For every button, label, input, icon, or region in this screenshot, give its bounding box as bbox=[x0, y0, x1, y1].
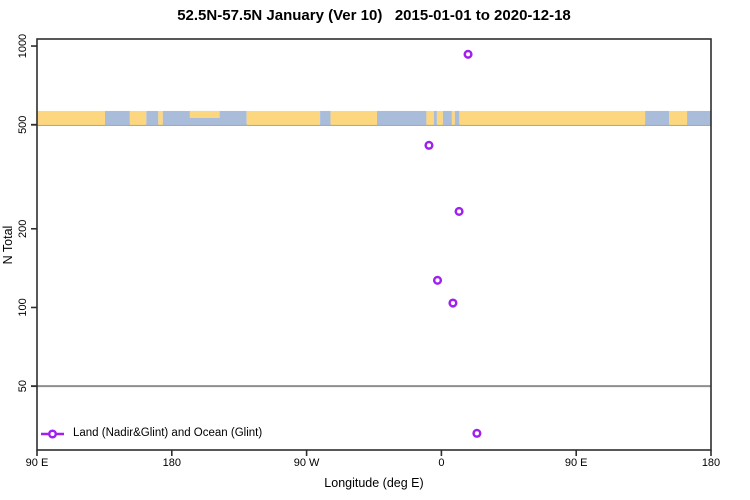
map-band-segment bbox=[104, 110, 130, 125]
map-band-segment bbox=[687, 110, 711, 125]
y-tick-label: 50 bbox=[17, 380, 29, 392]
map-band-segment bbox=[320, 110, 331, 125]
y-tick-label: 1000 bbox=[17, 34, 29, 58]
map-band-segment bbox=[129, 110, 147, 125]
x-tick-label: 90 E bbox=[26, 457, 49, 469]
x-tick-label: 0 bbox=[438, 457, 444, 469]
plot-box bbox=[36, 38, 712, 451]
map-band-segment bbox=[158, 110, 163, 125]
y-tick-label: 500 bbox=[17, 116, 29, 134]
data-point bbox=[463, 49, 473, 59]
y-tick-label: 100 bbox=[17, 298, 29, 316]
map-band-segment bbox=[376, 110, 427, 125]
map-band-segment bbox=[669, 110, 688, 125]
map-band-segment bbox=[189, 110, 220, 118]
map-band-segment bbox=[433, 110, 437, 125]
y-tick-label: 200 bbox=[17, 220, 29, 238]
x-tick-label: 180 bbox=[702, 457, 720, 469]
data-point bbox=[448, 298, 458, 308]
map-band-segment bbox=[426, 110, 434, 125]
map-band-segment bbox=[436, 110, 443, 125]
map-band-segment bbox=[454, 110, 460, 125]
map-band-segment bbox=[442, 110, 452, 125]
data-point bbox=[424, 140, 434, 150]
x-tick-label: 180 bbox=[163, 457, 181, 469]
data-point bbox=[454, 206, 464, 216]
map-band-segment bbox=[146, 110, 159, 125]
map-band-segment bbox=[451, 110, 455, 125]
legend-label: Land (Nadir&Glint) and Ocean (Glint) bbox=[73, 427, 263, 439]
map-band-segment bbox=[37, 110, 105, 125]
map-band-segment bbox=[459, 110, 646, 125]
map-band-segment bbox=[645, 110, 670, 125]
y-axis-title: N Total bbox=[1, 225, 15, 265]
data-point bbox=[472, 428, 482, 438]
map-band-segment bbox=[246, 110, 321, 125]
legend-marker bbox=[47, 429, 58, 439]
x-tick-label: 90 E bbox=[565, 457, 588, 469]
page-title: 52.5N-57.5N January (Ver 10) 2015-01-01 … bbox=[177, 7, 571, 24]
data-point bbox=[432, 275, 443, 285]
map-band-segment bbox=[330, 110, 377, 125]
x-axis-title: Longitude (deg E) bbox=[324, 476, 424, 490]
x-tick-label: 90 W bbox=[294, 457, 320, 469]
